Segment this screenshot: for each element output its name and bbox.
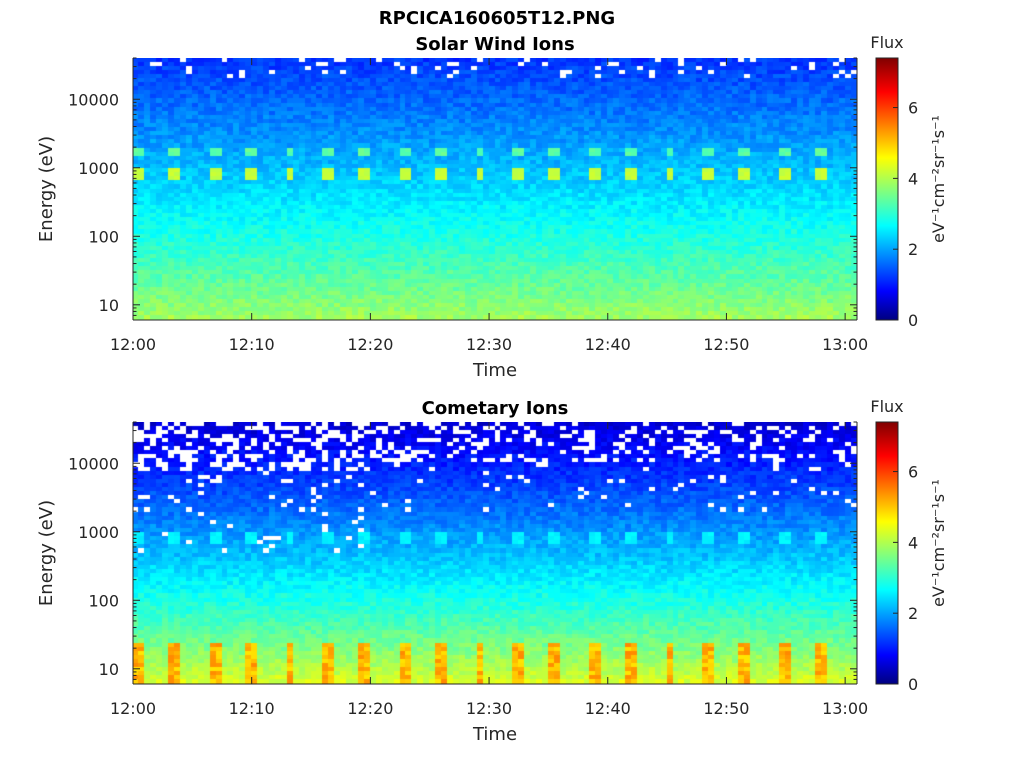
colorbar-tick-label: 6 <box>908 463 918 482</box>
y-tick-label: 10000 <box>68 90 119 109</box>
colorbar-tick-label: 6 <box>908 99 918 118</box>
solar-wind-panel: Solar Wind Ions 12:00 12:10 12:20 12:30 12:40… <box>36 33 948 381</box>
x-tick-label: 12:30 <box>466 335 512 354</box>
y-tick-label: 10000 <box>68 454 119 473</box>
colorbar-title: Flux <box>870 397 903 416</box>
x-tick-label: 12:40 <box>585 699 631 718</box>
colorbar-tick-label: 0 <box>908 311 918 330</box>
x-tick-label: 12:20 <box>347 699 393 718</box>
x-axis-label: Time <box>472 360 517 381</box>
x-tick-label: 12:10 <box>229 699 275 718</box>
colorbar <box>875 421 899 685</box>
colorbar-tick-label: 4 <box>908 169 918 188</box>
x-axis-label: Time <box>472 724 517 745</box>
cometary-ions-panel: Cometary Ions 12:00 12:10 12:20 12:30 12:40 12… <box>36 397 948 745</box>
spectrogram-image <box>133 58 857 320</box>
colorbar-tick-label: 2 <box>908 240 918 259</box>
colorbar-tick-label: 4 <box>908 533 918 552</box>
colorbar-tick-label: 0 <box>908 675 918 694</box>
x-tick-label: 12:50 <box>703 335 749 354</box>
y-tick-label: 1000 <box>78 523 119 542</box>
x-tick-label: 12:20 <box>347 335 393 354</box>
colorbar-title: Flux <box>870 33 903 52</box>
colorbar-label: eV⁻¹cm⁻²sr⁻¹s⁻¹ <box>929 479 948 607</box>
x-tick-label: 12:30 <box>466 699 512 718</box>
colorbar <box>875 57 899 321</box>
y-tick-label: 10 <box>99 660 119 679</box>
panel-title: Cometary Ions <box>422 398 569 419</box>
y-tick-label: 100 <box>88 591 119 610</box>
x-tick-label: 12:50 <box>703 699 749 718</box>
y-tick-label: 1000 <box>78 159 119 178</box>
y-axis-label: Energy (eV) <box>36 136 57 242</box>
x-tick-label: 12:40 <box>585 335 631 354</box>
y-tick-label: 10 <box>99 296 119 315</box>
x-tick-label: 13:00 <box>822 335 868 354</box>
y-tick-label: 100 <box>88 227 119 246</box>
y-axis-label: Energy (eV) <box>36 500 57 606</box>
x-tick-label: 12:10 <box>229 335 275 354</box>
panel-title: Solar Wind Ions <box>415 34 574 55</box>
colorbar-label: eV⁻¹cm⁻²sr⁻¹s⁻¹ <box>929 115 948 243</box>
x-tick-label: 12:00 <box>110 335 156 354</box>
x-tick-label: 13:00 <box>822 699 868 718</box>
x-tick-label: 12:00 <box>110 699 156 718</box>
spectrogram-image <box>133 422 857 684</box>
colorbar-tick-label: 2 <box>908 604 918 623</box>
figure-title: RPCICA160605T12.PNG <box>379 8 615 29</box>
